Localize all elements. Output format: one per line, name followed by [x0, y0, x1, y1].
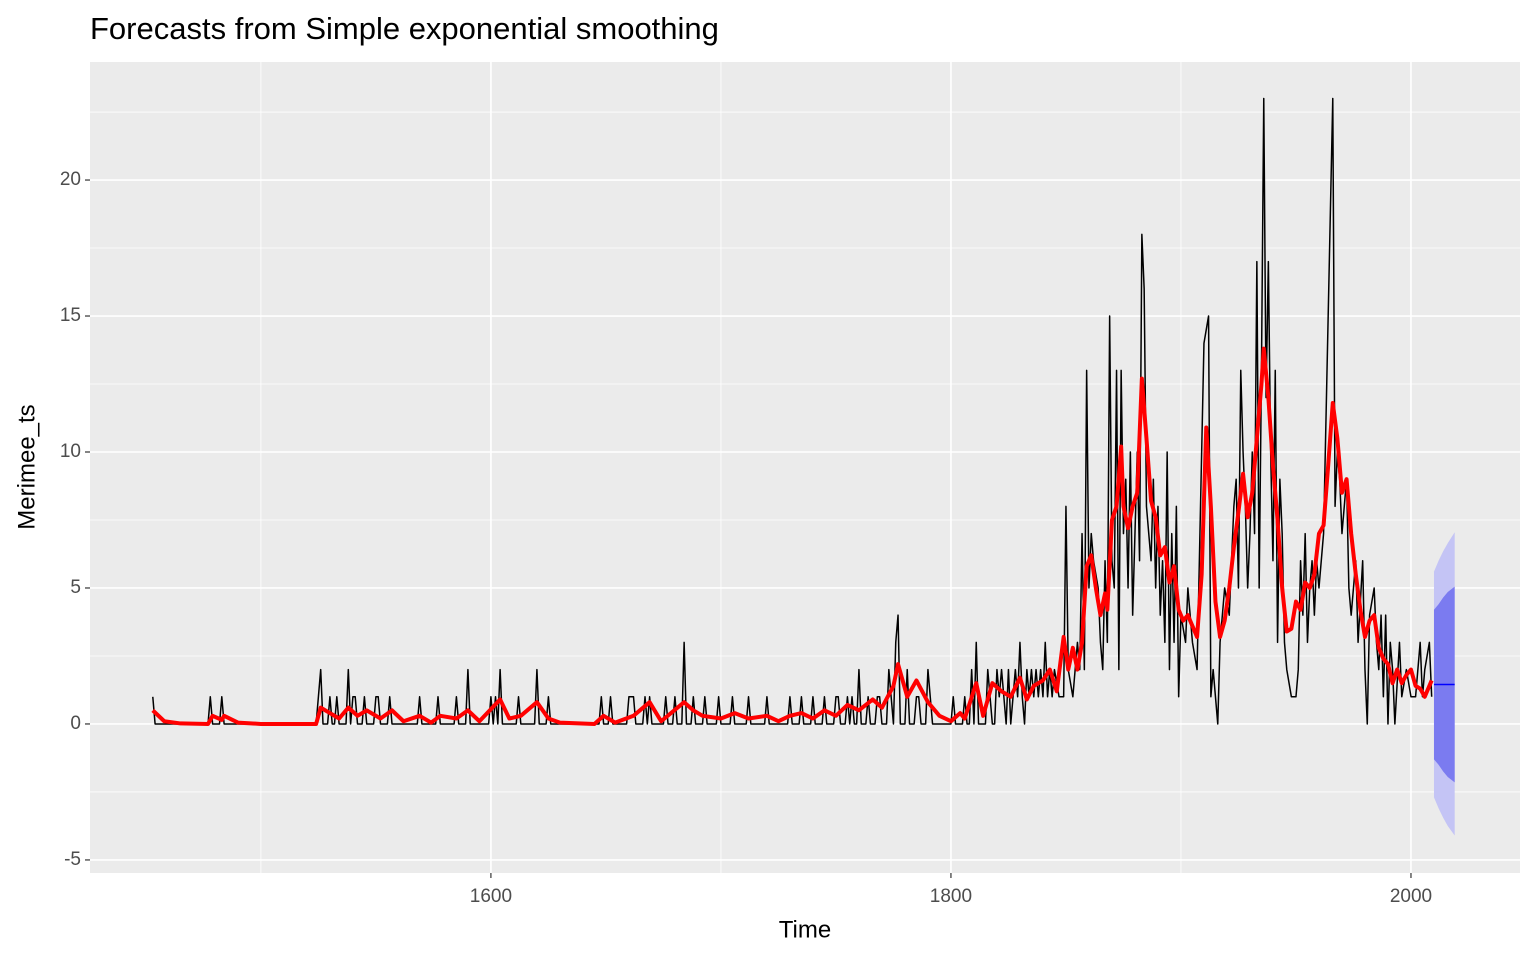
- marks: [151, 97, 1455, 836]
- panel: [90, 62, 1520, 873]
- y-axis-title: Merimee_ts: [13, 404, 40, 529]
- y-tick-label: 20: [60, 169, 81, 190]
- y-tick-label: 0: [70, 713, 81, 734]
- y-tick-label: 10: [60, 441, 81, 462]
- y-tick-label: 15: [60, 305, 81, 326]
- y-tick-label: -5: [64, 849, 81, 870]
- x-tick-label: 1600: [470, 886, 512, 907]
- fitted-line: [151, 346, 1434, 726]
- x-tick-label: 2000: [1390, 886, 1432, 907]
- observed-line: [152, 97, 1433, 725]
- x-tick-label: 1800: [930, 886, 972, 907]
- chart-title: Forecasts from Simple exponential smooth…: [90, 11, 719, 46]
- y-tick-label: 5: [70, 577, 81, 598]
- x-axis-title: Time: [779, 916, 831, 943]
